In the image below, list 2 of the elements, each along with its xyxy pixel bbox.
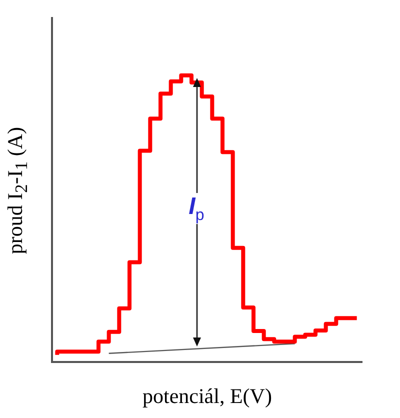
x-axis-title: potenciál, E(V) (142, 384, 272, 409)
annotation: I$_{p}$ (188, 192, 204, 224)
